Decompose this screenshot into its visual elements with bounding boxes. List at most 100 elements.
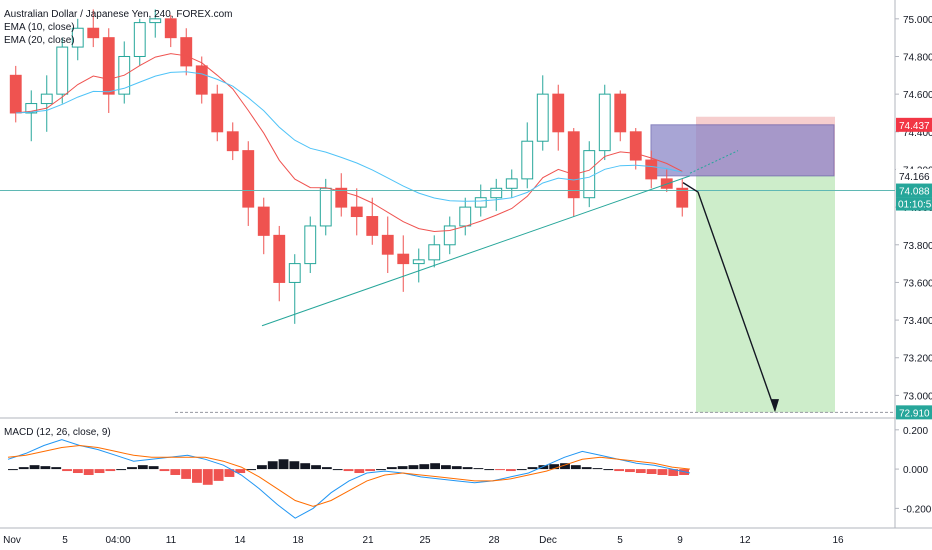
candle-down — [335, 187, 348, 208]
macd-histogram-bar — [181, 469, 192, 479]
macd-histogram-bar — [105, 469, 116, 472]
legend-main: Australian Dollar / Japanese Yen, 240, F… — [4, 8, 232, 47]
candle-down — [242, 150, 255, 208]
price-tick-label: 73.800 — [903, 241, 932, 252]
candle-up — [536, 93, 549, 142]
candle-down — [366, 216, 379, 236]
macd-histogram-bar — [159, 469, 170, 472]
ema10-label[interactable]: EMA (10, close) — [4, 22, 75, 33]
candle-up — [459, 206, 472, 227]
entry-price-tag: 74.166 — [896, 168, 932, 183]
projection-arrow — [682, 182, 776, 411]
candle-down — [9, 74, 22, 114]
symbol-title[interactable]: Australian Dollar / Japanese Yen, 240, F… — [4, 9, 233, 20]
candle-up — [319, 187, 332, 227]
ascending-trendline — [261, 175, 691, 327]
time-axis[interactable]: Nov 5 04:00 11 14 18 21 25 28 Dec 5 9 12 16 — [3, 535, 844, 546]
macd-histogram-bar — [451, 466, 462, 470]
candle-down — [676, 187, 689, 208]
price-labels: 74.437 74.166 74.088 01:10:53 72.910 — [896, 117, 932, 420]
macd-histogram-bar — [170, 469, 181, 475]
macd-histogram-bar — [51, 467, 62, 470]
stop-price-tag: 74.437 — [896, 117, 932, 132]
macd-histogram-bar — [581, 467, 592, 470]
candle-down — [350, 206, 363, 218]
macd-histogram-bar — [29, 465, 40, 470]
macd-histogram-bar — [668, 469, 679, 476]
time-tick-label: Nov — [3, 535, 21, 546]
ema20-label[interactable]: EMA (20, close) — [4, 35, 75, 46]
macd-histogram-bar — [235, 469, 246, 474]
macd-histogram-bar — [473, 468, 484, 470]
candle-up — [304, 225, 317, 265]
candle-down — [87, 27, 100, 39]
candle-up — [133, 22, 146, 57]
macd-histogram-bar — [224, 469, 235, 477]
time-tick-label: Dec — [539, 535, 557, 546]
candle-down — [102, 37, 115, 95]
price-tick-label: 73.600 — [903, 278, 932, 289]
stop-price-tag-text: 74.437 — [899, 121, 930, 132]
price-scale-bg — [895, 0, 932, 550]
macd-histogram-bar — [527, 467, 538, 470]
macd-histogram-bar — [441, 465, 451, 470]
macd-histogram-bar — [40, 466, 51, 470]
macd-histogram-bar — [94, 469, 105, 474]
candle-down — [397, 253, 410, 265]
macd-histogram-bar — [246, 469, 256, 471]
macd-line — [7, 439, 691, 519]
time-tick-label: 11 — [166, 535, 177, 546]
candle-down — [211, 93, 224, 133]
macd-histogram-bar — [635, 469, 646, 474]
time-tick-label: 28 — [488, 535, 500, 546]
candle-up — [71, 27, 84, 48]
time-tick-label: 9 — [677, 535, 683, 546]
macd-histogram-bar — [343, 469, 354, 472]
candle-up — [288, 263, 301, 283]
price-tick-label: 74.600 — [903, 90, 932, 101]
macd-histogram-bar — [462, 467, 473, 470]
macd-histogram-bar — [267, 461, 278, 470]
macd-histogram-bar — [137, 465, 148, 470]
macd-label[interactable]: MACD (12, 26, close, 9) — [4, 427, 111, 438]
stop-price-tag-bg — [896, 117, 932, 132]
macd-histogram-bar — [321, 467, 332, 470]
macd-pane — [7, 439, 691, 519]
macd-histogram-bar — [376, 469, 386, 471]
candle-down — [552, 93, 565, 133]
macd-histogram-bar — [213, 469, 224, 481]
macd-histogram-bar — [311, 465, 321, 470]
price-tick-label: 74.800 — [903, 52, 932, 63]
countdown-tag: 01:10:53 — [896, 197, 932, 211]
countdown-text: 01:10:53 — [898, 200, 932, 211]
countdown-bg — [896, 197, 932, 211]
arrow-head — [771, 399, 779, 413]
price-tick-label: 73.400 — [903, 316, 932, 327]
current-price-tag-text: 74.088 — [899, 187, 930, 198]
macd-tick-label: 0.200 — [903, 426, 928, 437]
macd-histogram-bar — [538, 465, 549, 470]
price-tick-label: 75.000 — [903, 15, 932, 26]
macd-histogram-bar — [278, 459, 289, 470]
macd-tick-label: -0.200 — [903, 504, 932, 515]
candle-down — [614, 93, 627, 133]
annotations — [0, 150, 895, 413]
candle-up — [149, 18, 162, 24]
macd-histogram-bar — [365, 469, 376, 472]
ema20-line — [15, 71, 683, 202]
position-zones — [650, 116, 835, 413]
take-profit-zone — [696, 175, 835, 413]
target-price-tag-bg — [896, 405, 932, 420]
macd-histogram-bar — [657, 469, 668, 475]
time-tick-label: 14 — [234, 535, 246, 546]
macd-histogram-bar — [332, 469, 343, 471]
price-tick-label: 73.000 — [903, 391, 932, 402]
time-tick-label: 5 — [617, 535, 623, 546]
macd-histogram-bar — [603, 469, 614, 471]
time-tick-label: 25 — [419, 535, 431, 546]
time-tick-label: 5 — [62, 535, 68, 546]
macd-histogram-bar — [570, 465, 581, 470]
macd-histogram-bar — [419, 464, 430, 470]
entry-box — [650, 124, 835, 177]
